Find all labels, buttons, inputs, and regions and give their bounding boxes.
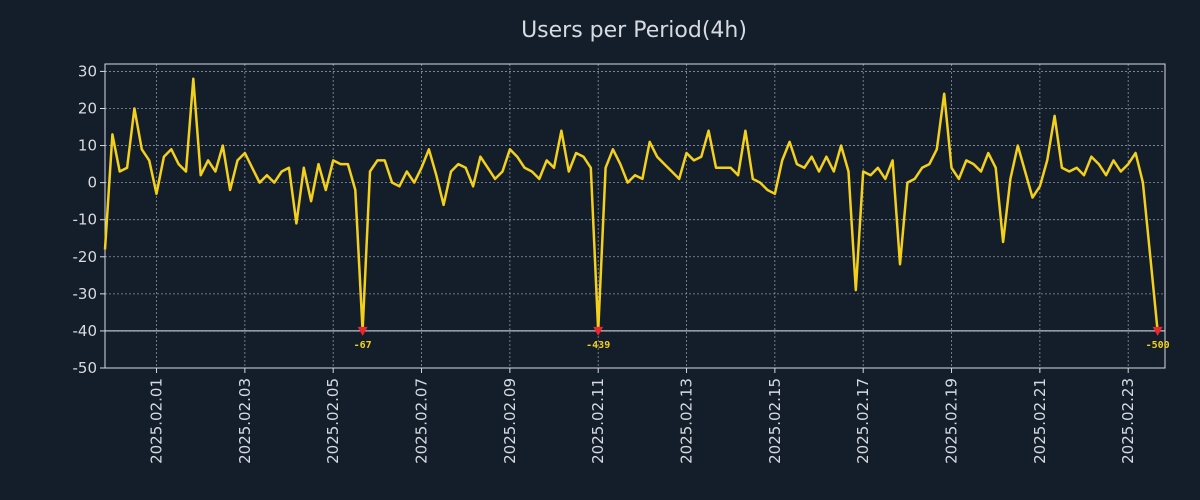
y-tick-label: 30 bbox=[78, 62, 97, 80]
clip-marker bbox=[593, 326, 604, 336]
clip-marker bbox=[357, 326, 368, 336]
x-tick-label: 2025.02.01 bbox=[148, 378, 166, 464]
x-tick-label: 2025.02.09 bbox=[501, 378, 519, 464]
clip-annotation-label: -500 bbox=[1146, 340, 1170, 351]
plot-frame bbox=[104, 63, 1166, 369]
clip-annotation-label: -67 bbox=[354, 340, 372, 351]
clip-annotation-label: -439 bbox=[586, 340, 610, 351]
x-tick-label: 2025.02.19 bbox=[943, 378, 961, 464]
x-tick-label: 2025.02.17 bbox=[854, 378, 872, 464]
x-tick-label: 2025.02.07 bbox=[413, 378, 431, 464]
y-tick-label: -10 bbox=[73, 211, 98, 229]
axes: 30 20 10 0 -10 -20 -30 -40 -50 2025.02.01 2025.02.… bbox=[73, 62, 1166, 464]
y-tick-label: -20 bbox=[73, 248, 98, 266]
y-tick-label: -40 bbox=[73, 322, 98, 340]
x-tick-label: 2025.02.23 bbox=[1119, 378, 1137, 464]
x-tick-label: 2025.02.13 bbox=[678, 378, 696, 464]
x-tick-label: 2025.02.11 bbox=[589, 378, 607, 464]
annotations: -67 -439 -500 bbox=[354, 326, 1170, 351]
x-tick-label: 2025.02.03 bbox=[236, 378, 254, 464]
series-group bbox=[103, 77, 1159, 333]
x-tick-label: 2025.02.15 bbox=[766, 378, 784, 464]
clip-marker bbox=[1152, 326, 1163, 336]
x-tick-label: 2025.02.05 bbox=[324, 378, 342, 464]
y-tick-label: -30 bbox=[73, 285, 98, 303]
chart-title: Users per Period(4h) bbox=[521, 18, 747, 43]
y-tick-label: 0 bbox=[87, 174, 97, 192]
y-tick-label: 10 bbox=[78, 137, 97, 155]
x-tick-label: 2025.02.21 bbox=[1031, 378, 1049, 464]
y-tick-label: -50 bbox=[73, 359, 98, 377]
y-tick-label: 20 bbox=[78, 99, 97, 117]
series-line bbox=[103, 77, 1159, 333]
